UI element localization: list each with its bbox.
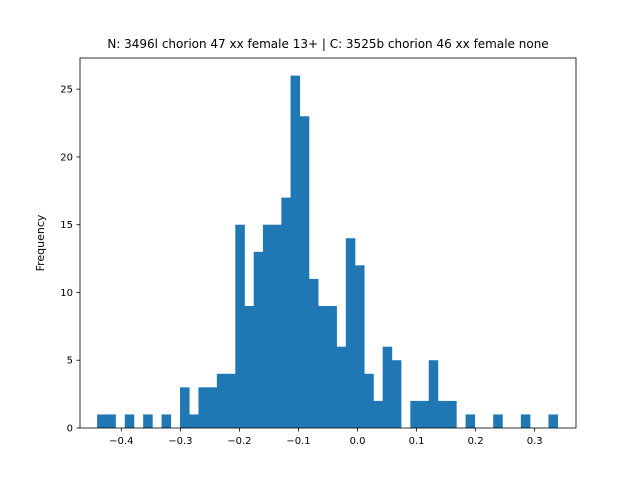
y-tick-label: 0 bbox=[67, 424, 73, 435]
histogram-bar bbox=[124, 414, 135, 428]
histogram-bar bbox=[308, 278, 319, 428]
histogram-bar bbox=[244, 306, 255, 428]
histogram-bar bbox=[318, 306, 328, 428]
x-tick-label: 0.1 bbox=[409, 436, 425, 447]
x-tick-label: 0.3 bbox=[527, 436, 543, 447]
histogram-bar bbox=[373, 400, 383, 428]
y-tick-label: 20 bbox=[60, 152, 73, 163]
histogram-bar bbox=[262, 224, 273, 428]
histogram-bar bbox=[447, 400, 457, 428]
histogram-bar bbox=[272, 224, 282, 428]
y-axis-label: Frequency bbox=[34, 214, 47, 271]
histogram-bar bbox=[345, 238, 356, 428]
histogram-bar bbox=[235, 224, 245, 428]
y-tick-label: 25 bbox=[60, 85, 73, 96]
histogram-bar bbox=[180, 387, 190, 428]
histogram-bar bbox=[419, 400, 430, 428]
histogram-bar bbox=[493, 414, 503, 428]
y-tick-label: 5 bbox=[67, 356, 73, 367]
histogram-bar bbox=[336, 346, 347, 428]
histogram-bar bbox=[253, 251, 264, 428]
plot-area-frame bbox=[79, 57, 577, 429]
x-tick-label: −0.2 bbox=[227, 436, 251, 447]
chart-title: N: 3496l chorion 47 xx female 13+ | C: 3… bbox=[107, 37, 548, 51]
histogram-bar bbox=[161, 414, 172, 428]
histogram-bar bbox=[281, 197, 291, 428]
x-tick-label: 0.0 bbox=[350, 436, 366, 447]
histogram-bar bbox=[299, 116, 310, 428]
x-tick-label: −0.1 bbox=[286, 436, 310, 447]
histogram-bar bbox=[327, 306, 337, 428]
y-tick-label: 15 bbox=[60, 220, 73, 231]
histogram-bar bbox=[364, 373, 374, 428]
y-tick-label: 10 bbox=[60, 288, 73, 299]
bar-group bbox=[97, 75, 558, 429]
histogram-bar bbox=[198, 387, 208, 428]
histogram-bar bbox=[143, 414, 153, 428]
histogram-bar bbox=[226, 373, 236, 428]
histogram-bar bbox=[216, 373, 227, 428]
x-axis-ticks: −0.4 −0.3 −0.2 −0.1 0.0 0.1 0.2 0.3 bbox=[109, 428, 543, 447]
histogram-bar bbox=[548, 414, 558, 428]
histogram-bar bbox=[520, 414, 531, 428]
histogram-bar bbox=[97, 414, 107, 428]
x-tick-label: 0.2 bbox=[468, 436, 484, 447]
histogram-bar bbox=[290, 75, 301, 429]
y-axis-ticks: 0 5 10 15 20 25 bbox=[60, 85, 80, 435]
histogram-bar bbox=[355, 265, 365, 428]
histogram-bar bbox=[106, 414, 116, 428]
histogram-bar bbox=[382, 346, 393, 428]
histogram-bar bbox=[207, 387, 218, 428]
histogram-bar bbox=[189, 414, 199, 428]
x-tick-label: −0.4 bbox=[109, 436, 133, 447]
histogram-bar bbox=[410, 400, 420, 428]
histogram-bar bbox=[437, 400, 448, 428]
histogram-bar bbox=[428, 360, 439, 428]
histogram-bar bbox=[391, 360, 402, 428]
histogram-bar bbox=[465, 414, 476, 428]
x-tick-label: −0.3 bbox=[168, 436, 192, 447]
